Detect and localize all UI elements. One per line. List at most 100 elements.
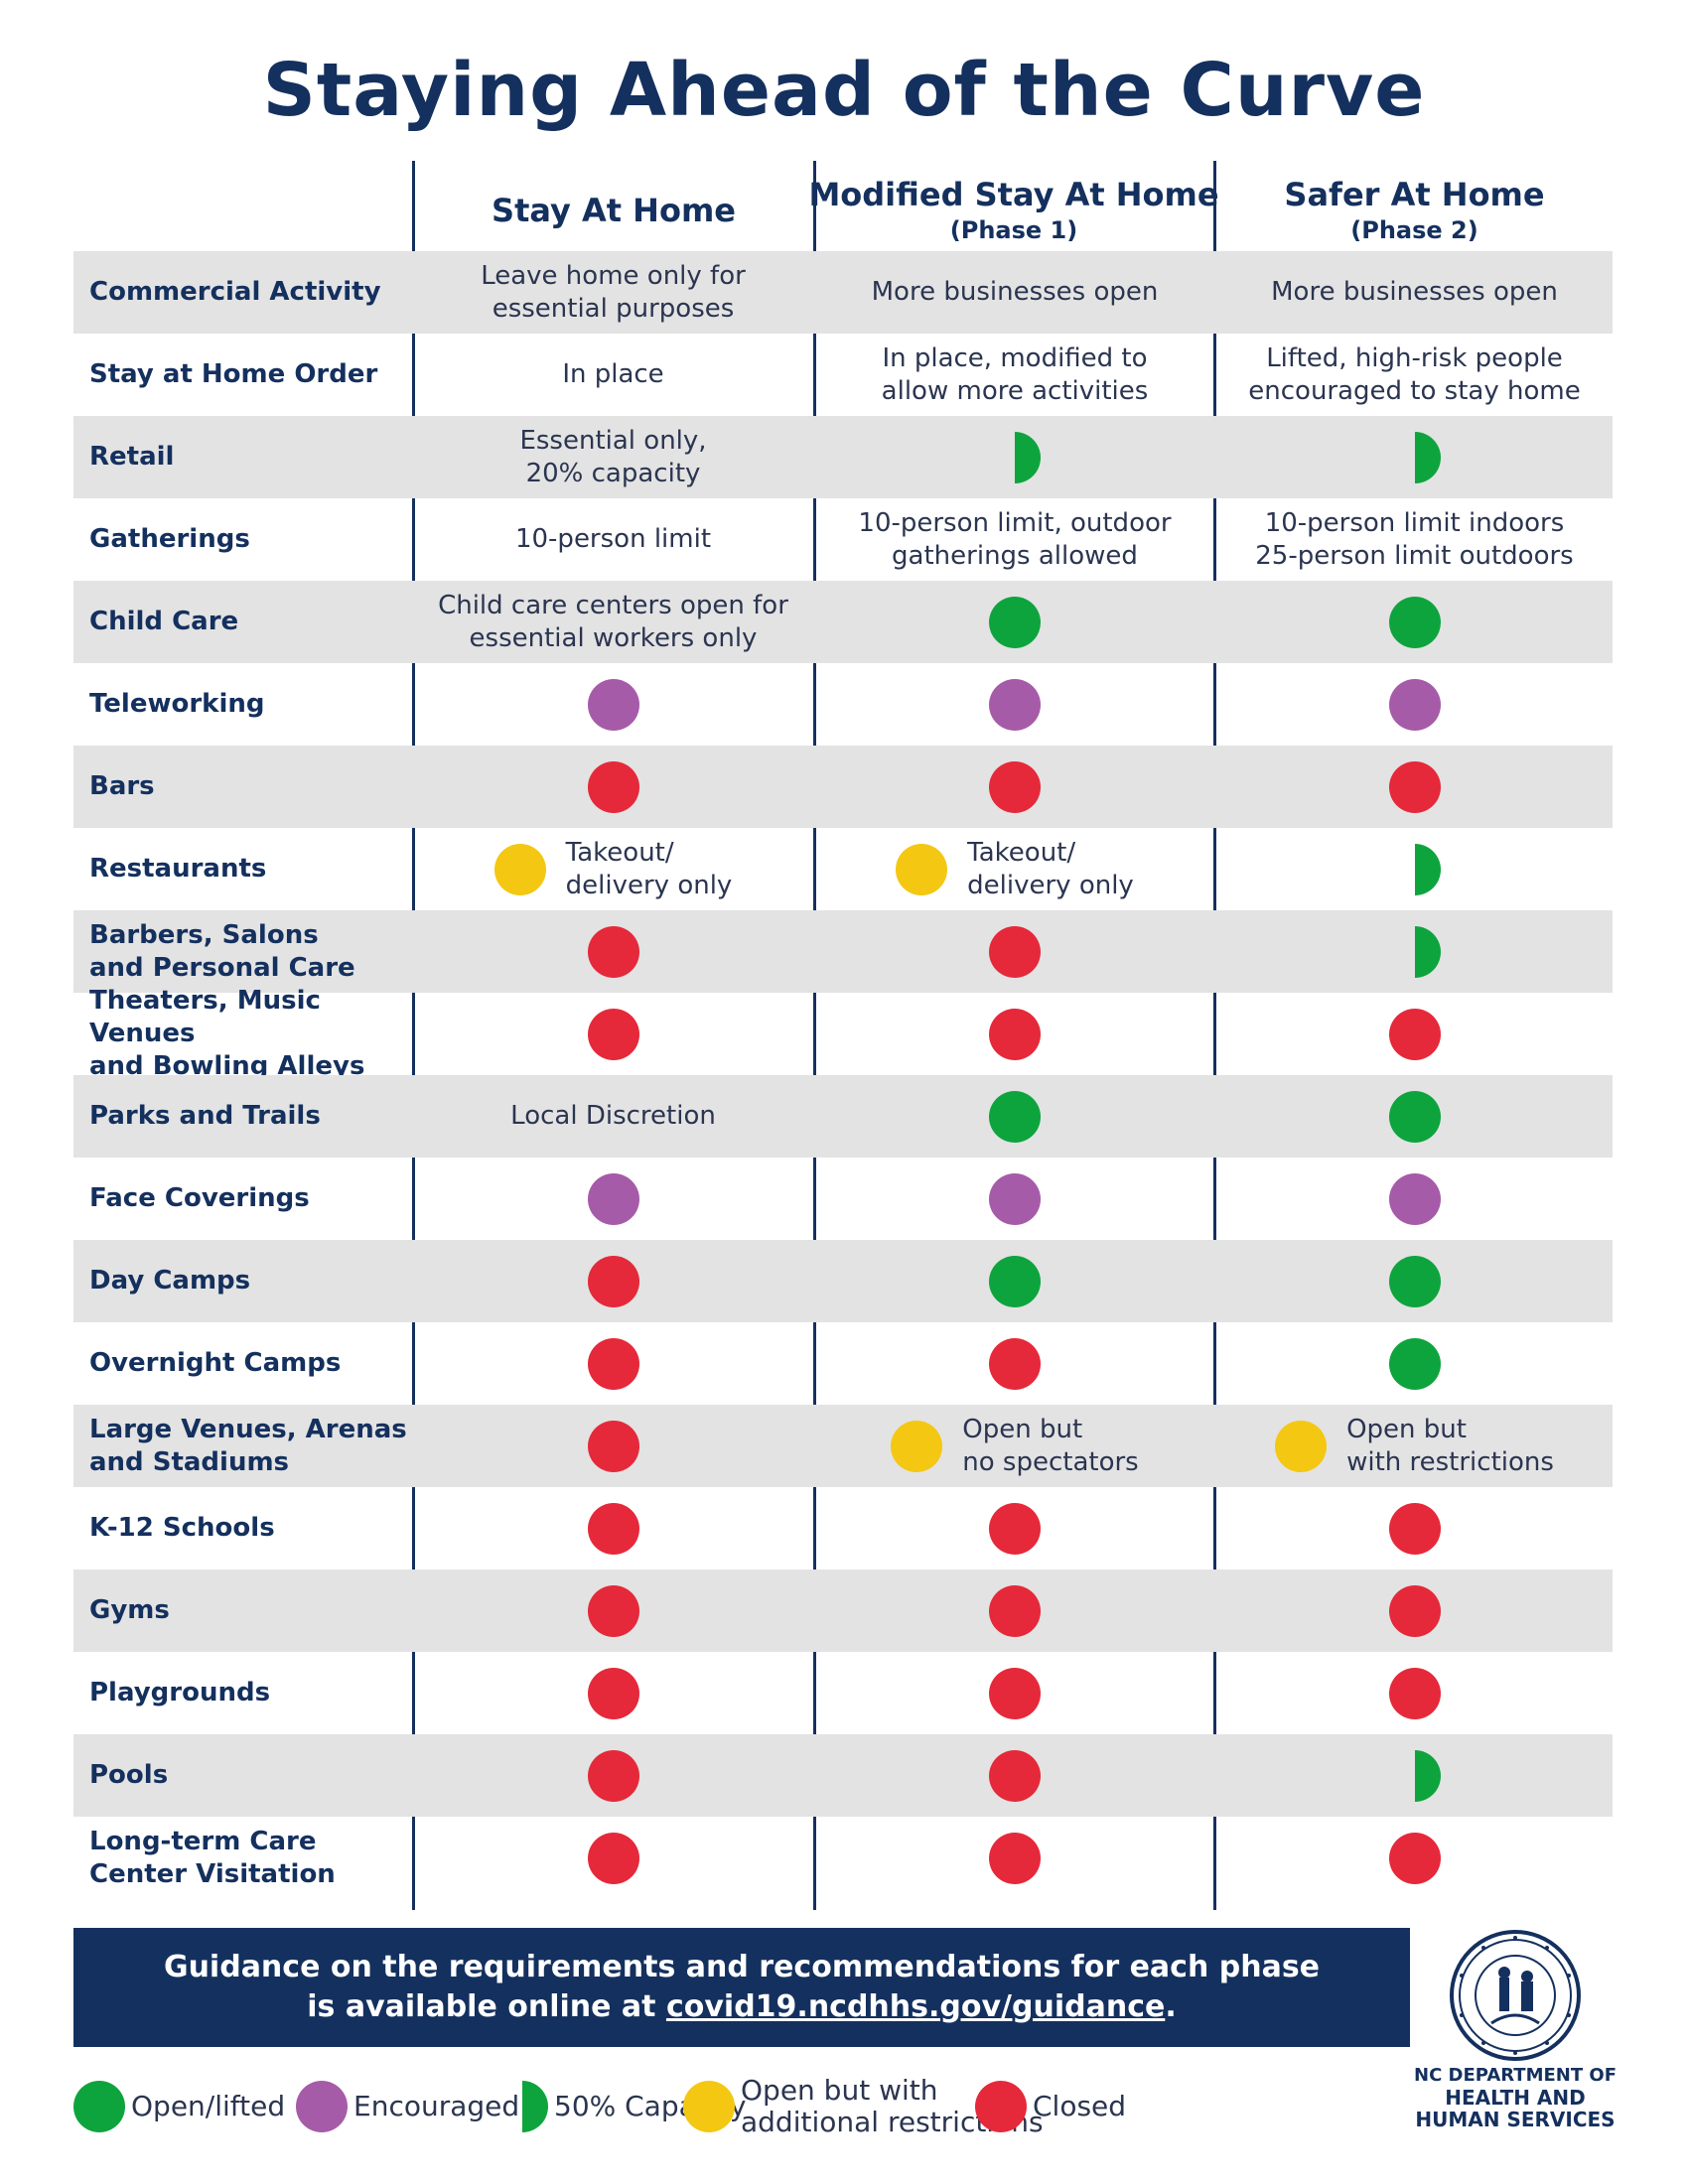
row-label: Day Camps: [89, 1240, 407, 1322]
green-circle-icon: [989, 1090, 1041, 1143]
cell-text: Lifted, high-risk people encouraged to s…: [1248, 342, 1581, 406]
row-label-text: Large Venues, Arenas and Stadiums: [89, 1414, 407, 1477]
row-label: Overnight Camps: [89, 1322, 407, 1405]
red-circle-icon: [587, 1420, 639, 1472]
row-label: Long-term Care Center Visitation: [89, 1817, 407, 1899]
row-label: Stay at Home Order: [89, 334, 407, 416]
status-cell: [816, 1652, 1213, 1734]
table-row: Playgrounds: [73, 1652, 1613, 1734]
legend-label: Encouraged: [353, 2090, 520, 2122]
table-row: Overnight Camps: [73, 1322, 1613, 1405]
legend-label: Closed: [1033, 2090, 1127, 2122]
status-cell: [413, 1817, 813, 1899]
green-circle-icon: [1388, 1337, 1441, 1390]
cell-text: Leave home only for essential purposes: [481, 260, 746, 324]
cell-text: Open but with restrictions: [1346, 1414, 1554, 1477]
red-circle-icon: [1388, 1502, 1441, 1555]
purple-circle-icon: [1388, 678, 1441, 731]
purple-circle-icon: [989, 678, 1041, 731]
red-circle-icon: [1388, 1008, 1441, 1060]
status-cell: [816, 581, 1213, 663]
row-label: Gyms: [89, 1570, 407, 1652]
status-cell: [413, 1570, 813, 1652]
row-label: Large Venues, Arenas and Stadiums: [89, 1405, 407, 1487]
status-cell: Child care centers open for essential wo…: [413, 581, 813, 663]
status-cell: [816, 663, 1213, 746]
row-label-text: Gyms: [89, 1595, 170, 1625]
table-row: Pools: [73, 1734, 1613, 1817]
row-label-text: Restaurants: [89, 854, 267, 884]
red-circle-icon: [989, 1667, 1041, 1719]
status-cell: [1216, 828, 1613, 910]
status-cell: [413, 1652, 813, 1734]
half-circle-icon: [1414, 925, 1441, 978]
yellow-circle-icon: [896, 843, 948, 895]
icon-with-text: Open but no spectators: [891, 1414, 1139, 1479]
status-cell: [816, 1734, 1213, 1817]
table-row: Gatherings 10-person limit 10-person limit…: [73, 498, 1613, 581]
row-label: Restaurants: [89, 828, 407, 910]
status-cell: [1216, 1158, 1613, 1240]
column-divider: [813, 161, 816, 1910]
status-cell: [816, 1817, 1213, 1899]
cell-text: Local Discretion: [510, 1101, 716, 1131]
red-circle-icon: [1388, 1667, 1441, 1719]
red-circle-icon: [989, 1584, 1041, 1637]
row-label-text: Theaters, Music Venues and Bowling Alley…: [89, 986, 365, 1081]
status-cell: [1216, 581, 1613, 663]
row-label: Gatherings: [89, 498, 407, 581]
red-circle-icon: [587, 1832, 639, 1884]
row-label: Bars: [89, 746, 407, 828]
half-circle-icon: [1414, 843, 1441, 895]
cell-text: More businesses open: [1271, 277, 1558, 307]
banner-line-1: Guidance on the requirements and recomme…: [163, 1950, 1321, 1984]
status-cell: [1216, 993, 1613, 1075]
green-circle-icon: [73, 2081, 125, 2132]
red-circle-icon: [1388, 760, 1441, 813]
row-label: K-12 Schools: [89, 1487, 407, 1570]
state-seal-icon: [1448, 1928, 1583, 2063]
column-header-modified-stay-at-home: Modified Stay At Home (Phase 1): [808, 169, 1218, 252]
status-cell: In place, modified to allow more activit…: [816, 334, 1213, 416]
yellow-circle-icon: [493, 843, 546, 895]
legend: Open/lifted Encouraged 50% Capacity Open bu…: [73, 2067, 1394, 2146]
status-cell: Essential only, 20% capacity: [413, 416, 813, 498]
purple-circle-icon: [989, 1172, 1041, 1225]
column-title: Stay At Home: [492, 192, 736, 229]
green-circle-icon: [1388, 596, 1441, 648]
row-label: Commercial Activity: [89, 251, 407, 334]
table-row: Long-term Care Center Visitation: [73, 1817, 1613, 1899]
guidance-link[interactable]: covid19.ncdhhs.gov/guidance: [665, 1989, 1166, 2024]
cell-text: In place: [562, 359, 664, 389]
column-header-stay-at-home: Stay At Home: [415, 169, 812, 252]
green-circle-icon: [989, 596, 1041, 648]
status-cell: In place: [413, 334, 813, 416]
column-title: Safer At Home: [1284, 176, 1545, 213]
row-label-text: Playgrounds: [89, 1678, 271, 1707]
status-cell: [816, 993, 1213, 1075]
table-row: Commercial Activity Leave home only for e…: [73, 251, 1613, 334]
red-circle-icon: [989, 1832, 1041, 1884]
row-label-text: K-12 Schools: [89, 1513, 275, 1543]
purple-circle-icon: [1388, 1172, 1441, 1225]
legend-label: Open/lifted: [131, 2090, 286, 2122]
table-row: Retail Essential only, 20% capacity: [73, 416, 1613, 498]
legend-item: Open but with additional restrictions: [683, 2067, 1044, 2146]
status-cell: [816, 1322, 1213, 1405]
column-subtitle: (Phase 2): [1350, 216, 1478, 244]
department-line-2: HEALTH AND: [1445, 2086, 1586, 2110]
status-cell: [413, 663, 813, 746]
purple-circle-icon: [296, 2081, 348, 2132]
status-cell: [1216, 663, 1613, 746]
status-cell: [816, 416, 1213, 498]
red-circle-icon: [587, 1255, 639, 1307]
status-cell: [816, 746, 1213, 828]
purple-circle-icon: [587, 1172, 639, 1225]
cell-text: 10-person limit, outdoor gatherings allo…: [858, 507, 1172, 571]
icon-with-text: Takeout/ delivery only: [896, 837, 1134, 902]
row-label-text: Parks and Trails: [89, 1101, 321, 1131]
green-circle-icon: [989, 1255, 1041, 1307]
row-label: Face Coverings: [89, 1158, 407, 1240]
guidance-banner: Guidance on the requirements and recomme…: [73, 1928, 1410, 2047]
row-label-text: Face Coverings: [89, 1183, 310, 1213]
